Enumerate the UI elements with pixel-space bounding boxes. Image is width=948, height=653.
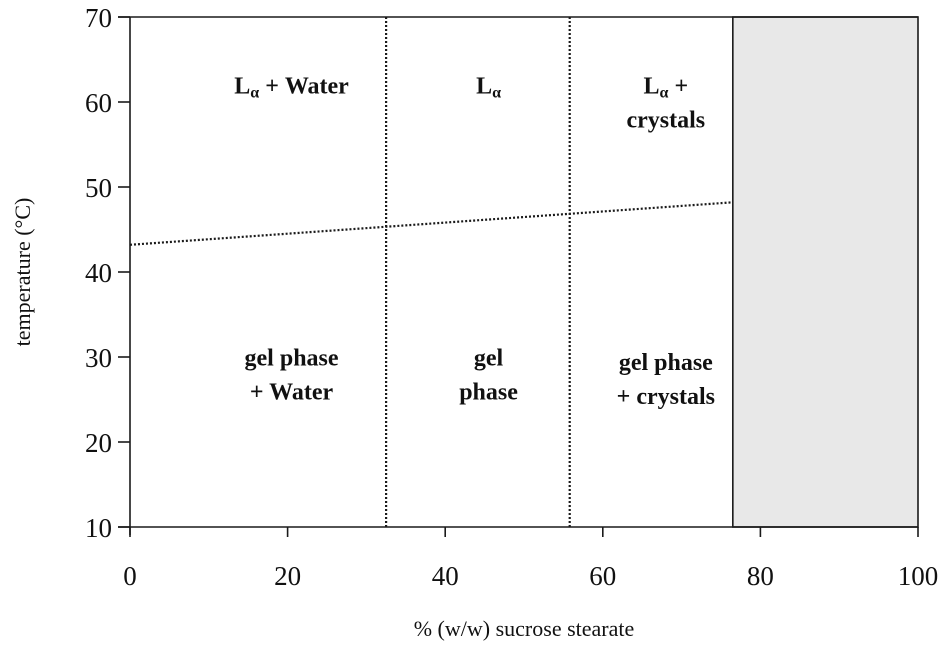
region-label-gel-crystals-line2: + crystals (617, 384, 715, 410)
y-tick-label: 70 (85, 3, 112, 33)
region-label-La-water: Lα + Water (234, 74, 349, 102)
region-label-La-crystals-line2: crystals (627, 108, 706, 134)
region-label-gel-water-line2: + Water (250, 380, 334, 406)
x-axis-title: % (w/w) sucrose stearate (414, 616, 635, 641)
y-tick-label: 40 (85, 258, 112, 288)
y-tick-label: 20 (85, 428, 112, 458)
x-tick-label: 60 (589, 561, 616, 591)
y-axis-title: temperature (°C) (10, 198, 35, 347)
region-label-La-crystals: Lα + (644, 74, 689, 102)
x-tick-label: 0 (123, 561, 137, 591)
region-label-gel-line2: phase (459, 380, 518, 406)
region-label-gel: gel (474, 346, 504, 372)
x-tick-label: 100 (898, 561, 939, 591)
region-labels: Lα + Water Lα Lα + crystals gel phase + Water… (234, 74, 715, 410)
y-tick-label: 60 (85, 88, 112, 118)
x-tick-label: 80 (747, 561, 774, 591)
axes: 10 20 30 40 50 60 70 0 20 40 60 80 100 (85, 3, 938, 591)
y-tick-label: 10 (85, 513, 112, 543)
transition-temperature-line (129, 201, 733, 246)
y-tick-label: 30 (85, 343, 112, 373)
x-tick-label: 20 (274, 561, 301, 591)
region-label-La: Lα (476, 74, 501, 102)
plot-area (129, 16, 919, 528)
region-label-gel-water: gel phase (245, 346, 339, 372)
y-tick-label: 50 (85, 173, 112, 203)
x-tick-label: 40 (432, 561, 459, 591)
shaded-region (732, 16, 919, 528)
region-label-gel-crystals: gel phase (619, 350, 713, 376)
